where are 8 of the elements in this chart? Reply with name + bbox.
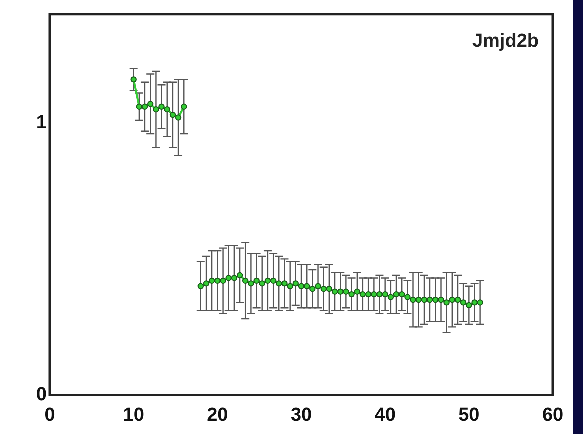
x-tick-label: 10 [123, 404, 144, 426]
x-tick-label: 50 [458, 404, 480, 426]
y-tick-label: 1 [36, 112, 48, 134]
x-tick-label: 60 [542, 404, 564, 426]
x-tick-label: 40 [374, 404, 396, 426]
x-tick-label: 20 [207, 404, 228, 426]
x-tick-label: 30 [290, 404, 312, 426]
text: Jmjd2b [472, 31, 539, 52]
